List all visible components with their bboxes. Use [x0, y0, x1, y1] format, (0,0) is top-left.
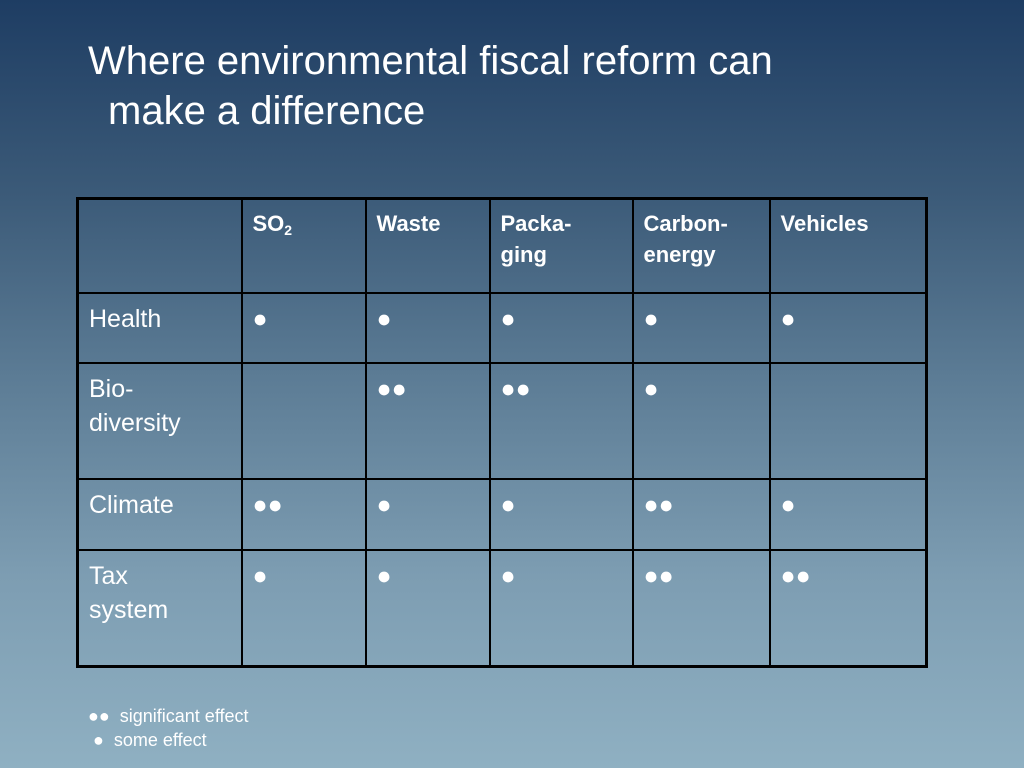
effect-cell: ●●	[240, 478, 367, 551]
legend-symbol-some: ●	[93, 730, 104, 750]
column-header-label: SO	[252, 211, 285, 236]
column-header-carbon-energy: Carbon- energy	[631, 197, 771, 294]
legend-symbol-significant: ●●	[88, 706, 110, 726]
column-header-label: Vehicles	[780, 211, 869, 236]
title-line-2: make a difference	[108, 89, 426, 133]
table-row: Climate ●● ● ● ●● ●	[76, 478, 928, 551]
effect-cell: ●	[631, 291, 771, 365]
effect-cell: ●	[768, 478, 928, 551]
effect-cell	[768, 362, 928, 481]
legend: ●● significant effect ● some effect	[88, 704, 249, 752]
effect-cell: ●	[488, 548, 634, 668]
title-line-1: Where environmental fiscal reform can	[88, 39, 773, 83]
effect-cell: ●●	[631, 548, 771, 668]
effect-cell: ●	[631, 362, 771, 481]
effect-cell: ●●	[364, 362, 491, 481]
column-header-vehicles: Vehicles	[768, 197, 928, 294]
legend-text-significant: significant effect	[119, 706, 249, 726]
slide-title: Where environmental fiscal reform can ma…	[88, 36, 968, 136]
corner-cell	[76, 197, 243, 294]
effects-table: SO2 Waste Packa- ging Carbon- energy Veh…	[76, 197, 928, 668]
table-row: Bio- diversity ●● ●● ●	[76, 362, 928, 481]
column-header-subscript: 2	[284, 222, 293, 238]
effect-cell: ●●	[768, 548, 928, 668]
column-header-packaging: Packa- ging	[488, 197, 634, 294]
row-label-biodiversity: Bio- diversity	[76, 362, 243, 481]
row-label-health: Health	[76, 291, 243, 365]
column-header-label: Carbon- energy	[643, 211, 728, 267]
effect-cell	[240, 362, 367, 481]
effect-cell: ●	[488, 291, 634, 365]
legend-item-some: ● some effect	[88, 728, 249, 752]
table-row: Tax system ● ● ● ●● ●●	[76, 548, 928, 668]
row-label-climate: Climate	[76, 478, 243, 551]
effect-cell: ●●	[488, 362, 634, 481]
effect-cell: ●	[240, 291, 367, 365]
legend-item-significant: ●● significant effect	[88, 704, 249, 728]
effect-cell: ●	[768, 291, 928, 365]
column-header-waste: Waste	[364, 197, 491, 294]
column-header-label: Packa- ging	[500, 211, 572, 267]
column-header-so2: SO2	[240, 197, 367, 294]
effect-cell: ●	[364, 478, 491, 551]
effect-cell: ●	[364, 548, 491, 668]
row-label-tax-system: Tax system	[76, 548, 243, 668]
effect-cell: ●	[240, 548, 367, 668]
effect-cell: ●	[488, 478, 634, 551]
header-row: SO2 Waste Packa- ging Carbon- energy Veh…	[76, 197, 928, 294]
legend-text-some: some effect	[113, 730, 207, 750]
effect-cell: ●	[364, 291, 491, 365]
effect-cell: ●●	[631, 478, 771, 551]
column-header-label: Waste	[376, 211, 441, 236]
table-row: Health ● ● ● ● ●	[76, 291, 928, 365]
